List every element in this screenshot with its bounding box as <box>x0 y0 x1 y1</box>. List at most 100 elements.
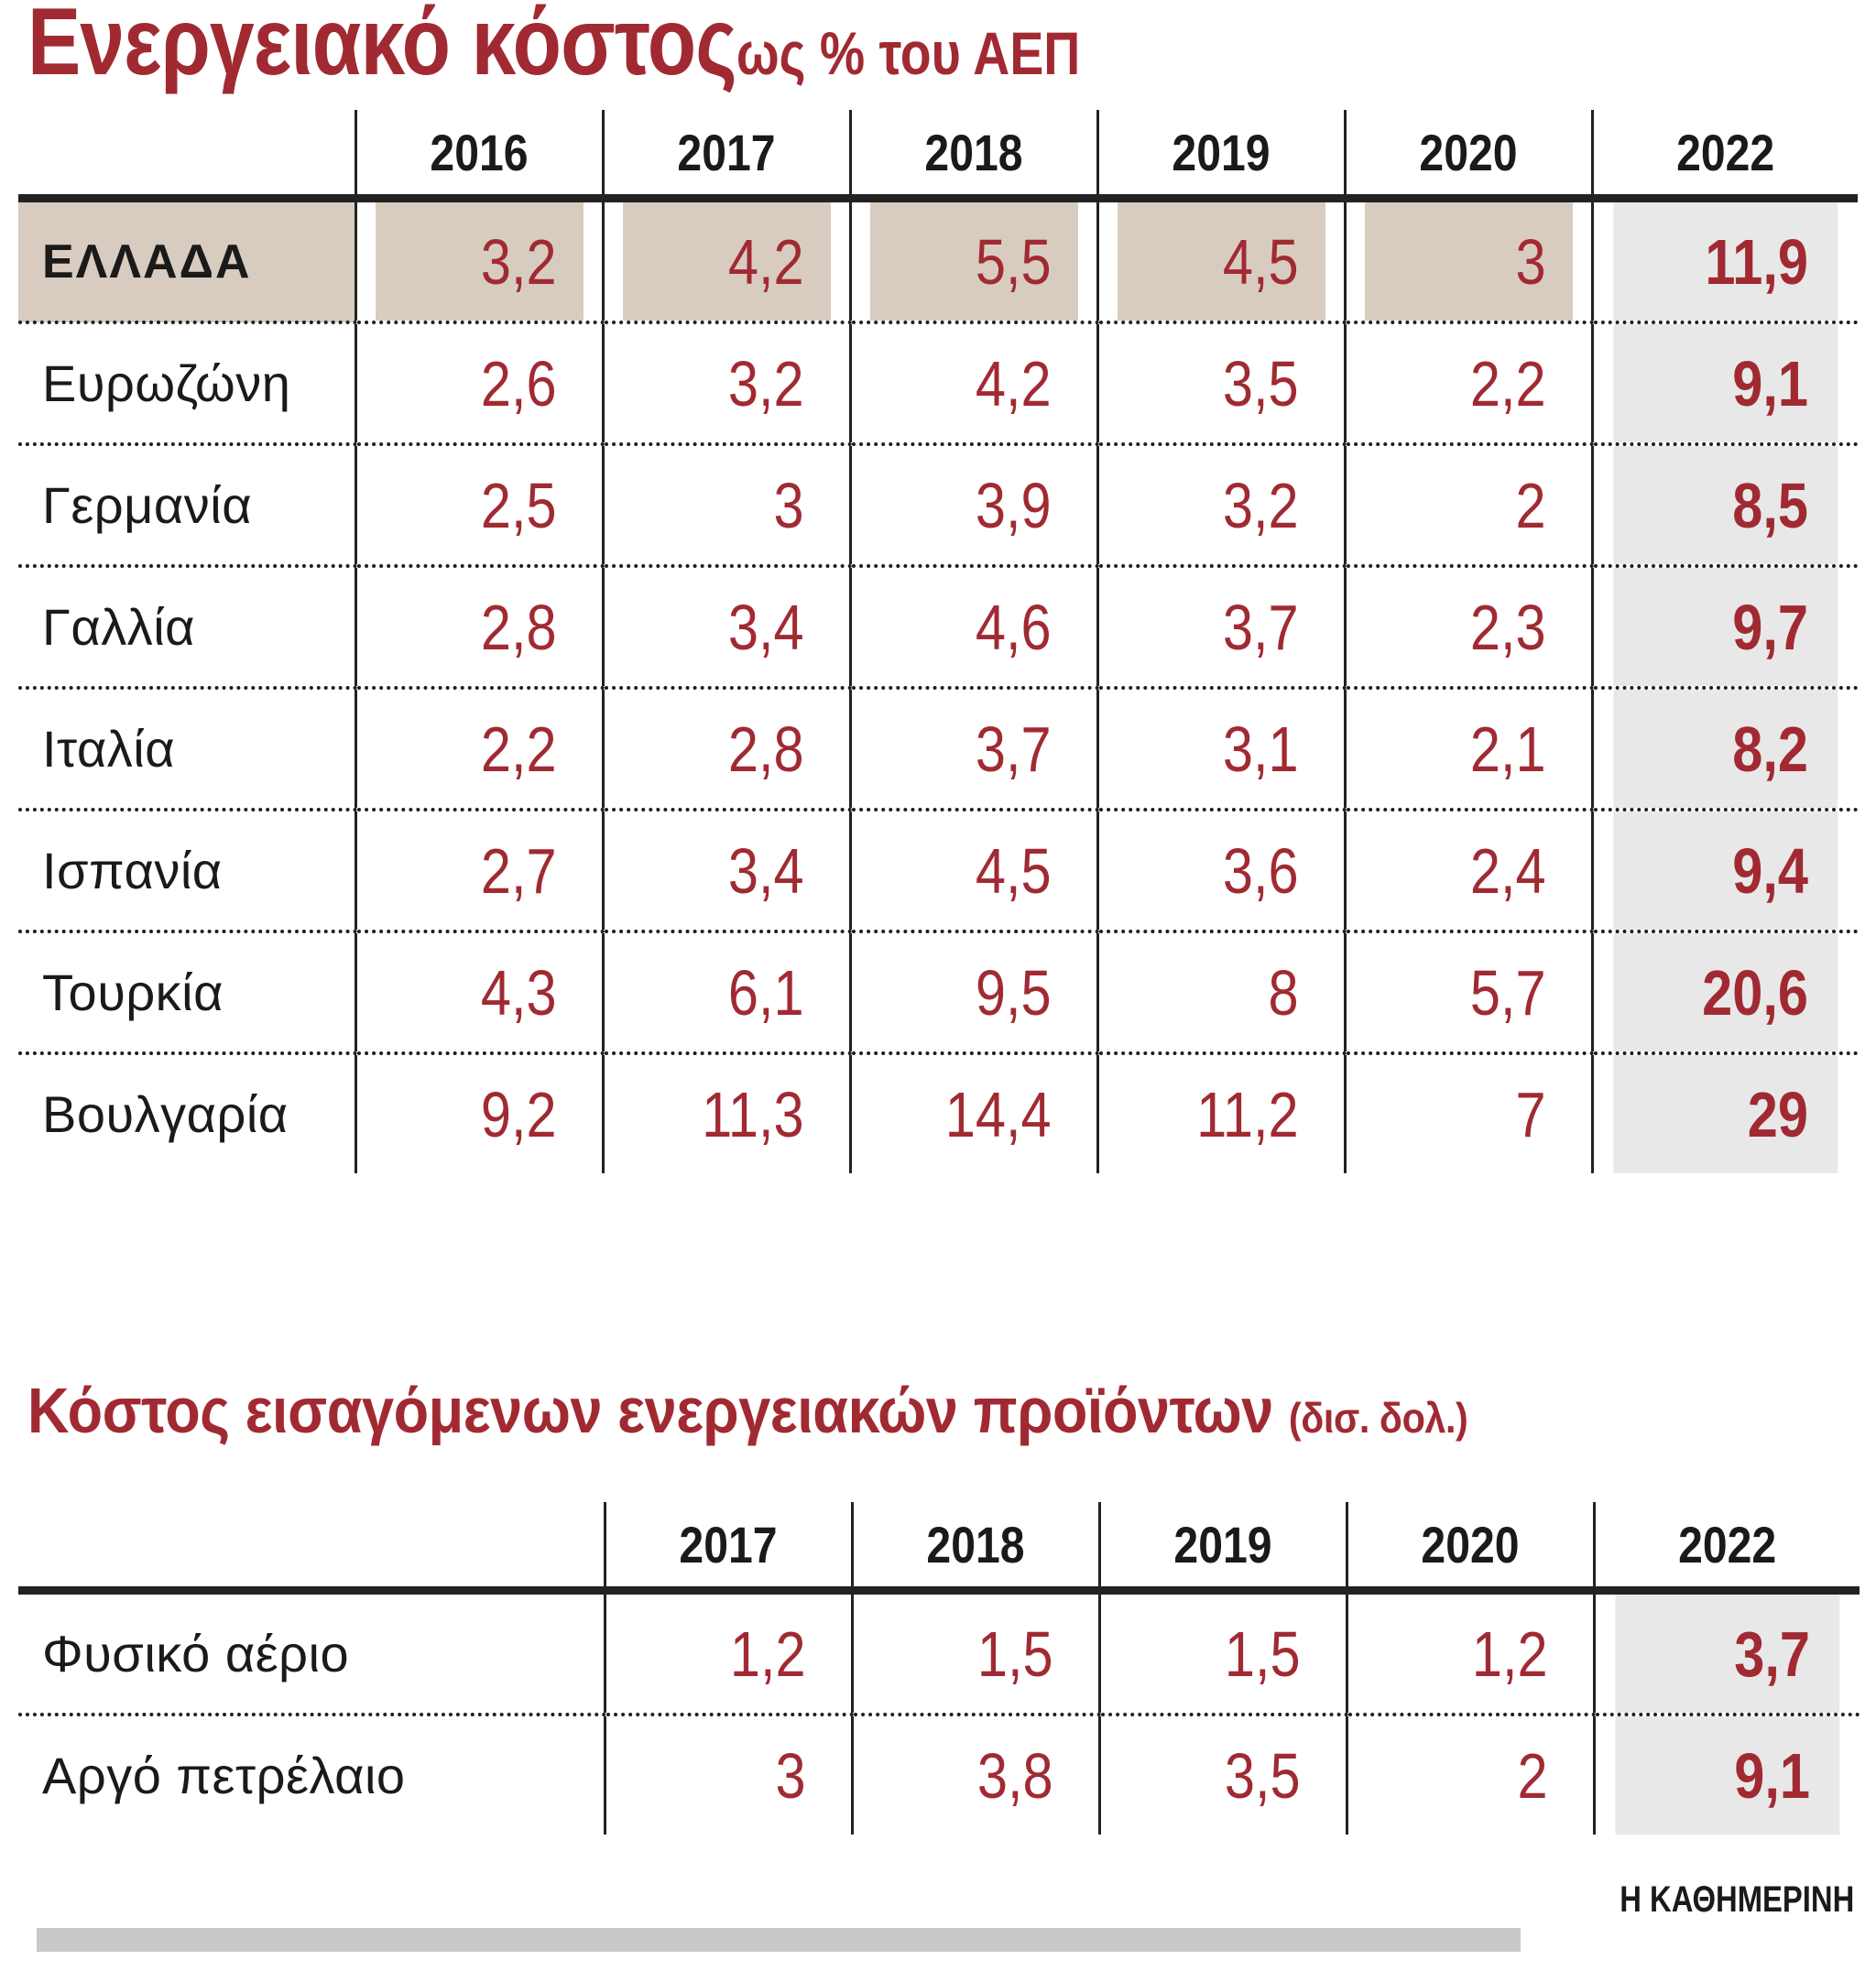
row-label-eurozone: Ευρωζώνη <box>18 321 355 444</box>
table-row: Γαλλία 2,8 3,4 4,6 3,7 2,3 9,7 <box>18 564 1858 688</box>
cell-natural-gas-2017: 1,2 <box>621 1590 834 1715</box>
table2-body: Φυσικό αέριο 1,2 1,5 1,5 1,2 3,7 Αργό πε… <box>18 1590 1860 1835</box>
cell-spain-2022: 9,4 <box>1610 808 1838 931</box>
cell-germany-2020: 2 <box>1361 442 1574 566</box>
table-row: Τουρκία 4,3 6,1 9,5 8 5,7 20,6 <box>18 930 1858 1053</box>
footer-bar <box>37 1928 1521 1952</box>
row-label-bulgaria: Βουλγαρία <box>18 1051 355 1173</box>
cell-ellada-2022: 11,9 <box>1610 198 1838 322</box>
table-row: Βουλγαρία 9,2 11,3 14,4 11,2 7 29 <box>18 1051 1858 1173</box>
cell-eurozone-2020: 2,2 <box>1361 321 1574 444</box>
table-row: Φυσικό αέριο 1,2 1,5 1,5 1,2 3,7 <box>18 1590 1860 1715</box>
cell-crude-oil-2022: 9,1 <box>1612 1713 1840 1835</box>
section2-title-sub: (δισ. δολ.) <box>1288 1394 1468 1442</box>
cell-turkey-2018: 9,5 <box>867 930 1079 1053</box>
table1-header: 2016 2017 2018 2019 2020 2022 <box>18 110 1858 202</box>
table1-header-label-blank <box>42 110 332 194</box>
row-label-crude-oil: Αργό πετρέλαιο <box>18 1713 605 1835</box>
cell-italy-2017: 2,8 <box>619 686 832 810</box>
cell-turkey-2020: 5,7 <box>1361 930 1574 1053</box>
table2-header-2019: 2019 <box>1115 1502 1330 1586</box>
cell-bulgaria-2020: 7 <box>1361 1051 1574 1173</box>
cell-germany-2019: 3,2 <box>1114 442 1326 566</box>
table-row: Γερμανία 2,5 3 3,9 3,2 2 8,5 <box>18 442 1858 566</box>
cell-spain-2019: 3,6 <box>1114 808 1326 931</box>
cell-france-2019: 3,7 <box>1114 564 1326 688</box>
cell-turkey-2016: 4,3 <box>372 930 584 1053</box>
cell-spain-2016: 2,7 <box>372 808 584 931</box>
table-row: Ευρωζώνη 2,6 3,2 4,2 3,5 2,2 9,1 <box>18 321 1858 444</box>
cell-germany-2016: 2,5 <box>372 442 584 566</box>
cell-crude-oil-2018: 3,8 <box>868 1713 1081 1835</box>
cell-germany-2022: 8,5 <box>1610 442 1838 566</box>
table-row: Ιταλία 2,2 2,8 3,7 3,1 2,1 8,2 <box>18 686 1858 810</box>
table2-header-row: 2017 2018 2019 2020 2022 <box>18 1502 1860 1586</box>
table1-header-2020: 2020 <box>1360 110 1576 194</box>
cell-italy-2022: 8,2 <box>1610 686 1838 810</box>
cell-natural-gas-2020: 1,2 <box>1363 1590 1576 1715</box>
table2-header-label-blank <box>60 1502 563 1586</box>
section1-title-sub: ως % του ΑΕΠ <box>736 19 1081 87</box>
table-row: Ισπανία 2,7 3,4 4,5 3,6 2,4 9,4 <box>18 808 1858 931</box>
cell-eurozone-2017: 3,2 <box>619 321 832 444</box>
row-label-natural-gas: Φυσικό αέριο <box>42 1625 350 1682</box>
cell-ellada-2017: 4,2 <box>619 198 832 322</box>
row-label-germany: Γερμανία <box>18 442 355 566</box>
cell-turkey-2019: 8 <box>1114 930 1326 1053</box>
table1-header-2016: 2016 <box>371 110 586 194</box>
cell-crude-oil-2019: 3,5 <box>1116 1713 1328 1835</box>
section1-title: Ενεργειακό κόστοςως % του ΑΕΠ <box>27 0 1080 93</box>
energy-cost-gdp-table: 2016 2017 2018 2019 2020 2022 ΕΛΛΑΔΑ 3,2… <box>18 110 1858 1173</box>
cell-eurozone-2016: 2,6 <box>372 321 584 444</box>
cell-italy-2019: 3,1 <box>1114 686 1326 810</box>
cell-germany-2017: 3 <box>619 442 832 566</box>
cell-france-2020: 2,3 <box>1361 564 1574 688</box>
cell-turkey-2022: 20,6 <box>1610 930 1838 1053</box>
cell-bulgaria-2016: 9,2 <box>372 1051 584 1173</box>
table2-header-2022: 2022 <box>1611 1502 1841 1586</box>
row-label-ellada: ΕΛΛΑΔΑ <box>18 198 355 322</box>
cell-natural-gas-2019: 1,5 <box>1116 1590 1328 1715</box>
cell-bulgaria-2018: 14,4 <box>867 1051 1079 1173</box>
cell-ellada-2016: 3,2 <box>372 198 584 322</box>
section2-title: Κόστος εισαγόμενων ενεργειακών προϊόντων… <box>27 1374 1468 1447</box>
cell-ellada-2019: 4,5 <box>1114 198 1326 322</box>
cell-france-2018: 4,6 <box>867 564 1079 688</box>
table1-rule-line <box>18 191 1858 202</box>
table-row: Αργό πετρέλαιο 3 3,8 3,5 2 9,1 <box>18 1713 1860 1835</box>
cell-france-2016: 2,8 <box>372 564 584 688</box>
table2-header: 2017 2018 2019 2020 2022 <box>18 1502 1860 1595</box>
table2-rule-line <box>18 1583 1860 1595</box>
cell-italy-2016: 2,2 <box>372 686 584 810</box>
row-label-turkey: Τουρκία <box>18 930 355 1053</box>
cell-bulgaria-2022: 29 <box>1610 1051 1838 1173</box>
cell-bulgaria-2019: 11,2 <box>1114 1051 1326 1173</box>
cell-ellada-2018: 5,5 <box>867 198 1079 322</box>
cell-eurozone-2019: 3,5 <box>1114 321 1326 444</box>
cell-crude-oil-2020: 2 <box>1363 1713 1576 1835</box>
cell-germany-2018: 3,9 <box>867 442 1079 566</box>
section1-title-main: Ενεργειακό κόστος <box>27 0 737 95</box>
cell-bulgaria-2017: 11,3 <box>619 1051 832 1173</box>
cell-france-2017: 3,4 <box>619 564 832 688</box>
cell-italy-2020: 2,1 <box>1361 686 1574 810</box>
table2-header-2018: 2018 <box>867 1502 1083 1586</box>
cell-italy-2018: 3,7 <box>867 686 1079 810</box>
table2-header-2017: 2017 <box>620 1502 835 1586</box>
table1-header-2022: 2022 <box>1609 110 1839 194</box>
cell-turkey-2017: 6,1 <box>619 930 832 1053</box>
cell-ellada-2020: 3 <box>1361 198 1574 322</box>
row-label-france: Γαλλία <box>18 564 355 688</box>
row-label-spain: Ισπανία <box>18 808 355 931</box>
cell-natural-gas-2022: 3,7 <box>1612 1590 1840 1715</box>
cell-france-2022: 9,7 <box>1610 564 1838 688</box>
cell-natural-gas-2018: 1,5 <box>868 1590 1081 1715</box>
section2-title-main: Κόστος εισαγόμενων ενεργειακών προϊόντων <box>27 1375 1273 1446</box>
table1-body: ΕΛΛΑΔΑ 3,2 4,2 5,5 4,5 3 11,9 Ευρωζώνη 2… <box>18 198 1858 1173</box>
cell-spain-2020: 2,4 <box>1361 808 1574 931</box>
cell-eurozone-2022: 9,1 <box>1610 321 1838 444</box>
table1-header-row: 2016 2017 2018 2019 2020 2022 <box>18 110 1858 194</box>
cell-eurozone-2018: 4,2 <box>867 321 1079 444</box>
table2-header-2020: 2020 <box>1362 1502 1577 1586</box>
